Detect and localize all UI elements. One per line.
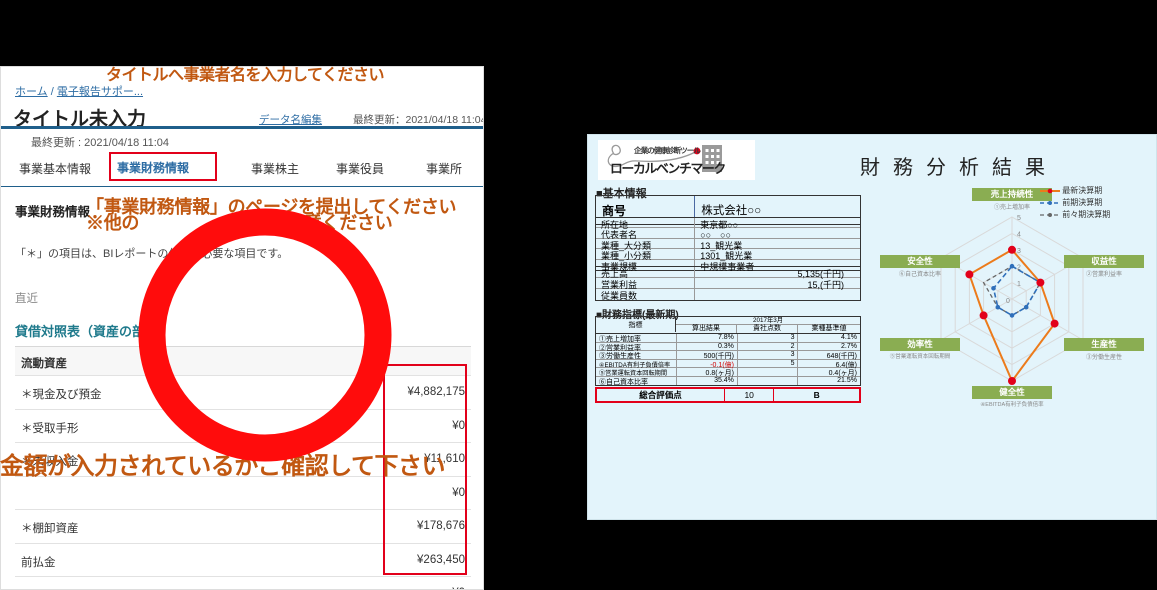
- svg-text:1: 1: [1017, 281, 1021, 288]
- svg-text:0: 0: [1006, 298, 1010, 305]
- svg-text:4: 4: [1017, 232, 1021, 239]
- svg-text:3: 3: [1017, 248, 1021, 255]
- svg-text:5: 5: [1017, 215, 1021, 222]
